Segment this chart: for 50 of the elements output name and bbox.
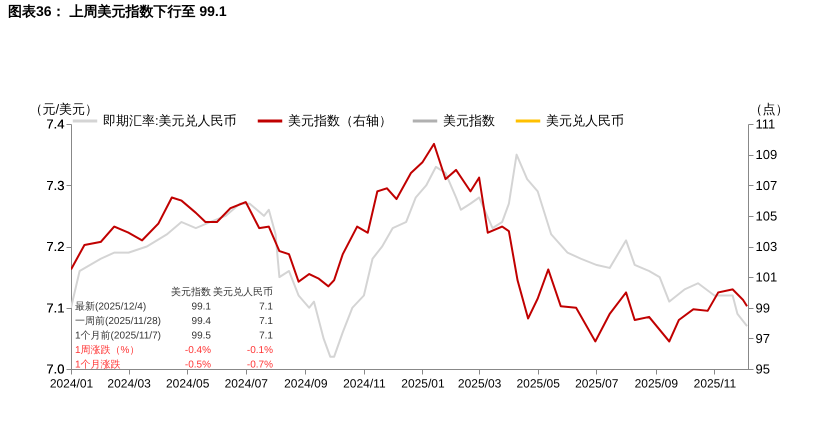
annotation: 美元兑人民币 bbox=[213, 286, 273, 298]
y2-tick-label: 107 bbox=[756, 178, 778, 193]
annotation: 一周前(2025/11/28) bbox=[75, 315, 161, 327]
x-tick-label: 2024/09 bbox=[284, 376, 328, 390]
annotation: 1个月前(2025/11/7) bbox=[75, 330, 161, 342]
x-tick-label: 2024/03 bbox=[107, 376, 152, 390]
legend-label: 美元指数（右轴） bbox=[288, 113, 392, 128]
annotation: 99.4 bbox=[192, 316, 212, 327]
legend-label: 美元兑人民币 bbox=[546, 113, 624, 128]
annotation: -0.7% bbox=[246, 360, 274, 370]
x-tick-label: 2025/07 bbox=[575, 376, 619, 390]
x-tick-label: 2025/03 bbox=[458, 376, 502, 390]
y2-tick-label: 103 bbox=[756, 239, 778, 254]
legend-label: 美元指数 bbox=[443, 113, 495, 128]
y-tick-label: 7.4 bbox=[46, 116, 64, 132]
chart-title: 图表36： 上周美元指数下行至 99.1 bbox=[8, 3, 227, 21]
annotation: 美元指数 bbox=[171, 286, 211, 298]
y2-tick-label: 97 bbox=[756, 330, 770, 346]
x-tick-label: 2024/05 bbox=[166, 376, 210, 390]
annotation: 99.5 bbox=[192, 330, 212, 342]
annotation: -0.4% bbox=[184, 345, 212, 356]
annotation: 99.1 bbox=[192, 302, 212, 312]
y2-tick-label: 111 bbox=[756, 116, 776, 132]
y2-tick-label: 109 bbox=[756, 147, 778, 162]
x-tick-label: 2025/09 bbox=[634, 376, 678, 390]
annotation: 1个月涨跌 bbox=[75, 358, 121, 370]
y-tick-label: 7.1 bbox=[46, 300, 64, 316]
y2-tick-label: 105 bbox=[756, 208, 778, 224]
annotation: 1周涨跌（%） bbox=[75, 344, 140, 356]
annotation: 7.1 bbox=[259, 302, 274, 312]
y2-axis-title: （点） bbox=[750, 102, 788, 116]
annotation: -0.1% bbox=[246, 345, 274, 356]
y2-tick-label: 99 bbox=[756, 300, 770, 316]
annotation: 7.1 bbox=[259, 330, 274, 342]
y-tick-label: 7.3 bbox=[46, 178, 64, 193]
y2-tick-label: 101 bbox=[756, 270, 778, 285]
x-tick-label: 2024/01 bbox=[50, 376, 94, 390]
x-tick-label: 2025/05 bbox=[516, 376, 560, 390]
annotation: 7.1 bbox=[259, 316, 274, 327]
y-tick-label: 7.0 bbox=[46, 362, 64, 376]
y-tick-label: 7.2 bbox=[46, 239, 64, 254]
legend-label: 即期汇率:美元兑人民币 bbox=[103, 113, 237, 128]
annotation: -0.5% bbox=[184, 360, 212, 370]
x-tick-label: 2025/01 bbox=[401, 376, 445, 390]
x-tick-label: 2024/07 bbox=[224, 376, 268, 390]
annotation: 最新(2025/12/4) bbox=[75, 300, 146, 312]
y-axis-title: （元/美元） bbox=[30, 102, 98, 116]
x-tick-label: 2024/11 bbox=[343, 376, 386, 390]
x-tick-label: 2025/11 bbox=[694, 376, 736, 390]
y2-tick-label: 95 bbox=[756, 362, 770, 376]
